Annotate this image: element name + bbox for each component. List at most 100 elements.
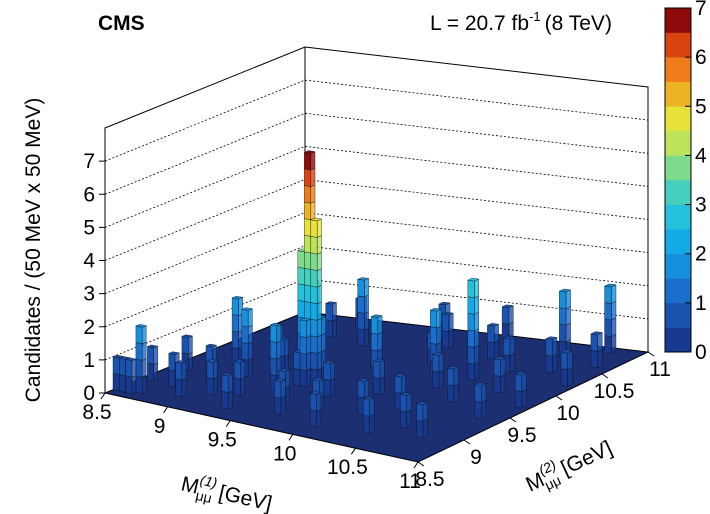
bar: [501, 304, 515, 342]
bar-side: [181, 378, 187, 398]
bar-front: [604, 285, 612, 304]
bar-front: [604, 335, 612, 354]
bar: [135, 324, 147, 394]
x-tick-label: 9: [154, 415, 166, 438]
bar: [181, 334, 194, 372]
bar-front: [604, 302, 612, 321]
bar-front: [310, 236, 318, 255]
bar-side: [280, 395, 286, 416]
colorbar-band: [665, 81, 691, 107]
bar-side: [317, 351, 322, 371]
bar-front: [304, 201, 311, 221]
bar-front: [493, 358, 501, 377]
grid-line: [104, 112, 649, 195]
bar-side: [227, 373, 233, 393]
bar-front: [310, 393, 317, 412]
bar-front: [125, 375, 133, 395]
y-tick: [417, 461, 425, 467]
bar: [486, 323, 500, 360]
bar-front: [274, 380, 282, 399]
colorbar-band: [665, 57, 691, 83]
colorbar-tick-label: 1: [695, 292, 707, 315]
bar-front: [135, 325, 143, 345]
bar-top: [467, 277, 480, 282]
bar: [441, 311, 454, 349]
bar-side: [247, 358, 253, 377]
bar-side: [316, 392, 322, 412]
bar-front: [310, 252, 318, 271]
bar-top: [486, 323, 500, 327]
bar-side: [364, 278, 369, 298]
bar-top: [324, 301, 338, 305]
bar-side: [364, 311, 369, 331]
bar-front: [147, 362, 154, 382]
bar-front: [604, 318, 612, 337]
bar-front: [559, 307, 567, 326]
y-tick-label: 11: [649, 358, 671, 381]
bar-front: [231, 330, 239, 349]
bar-front: [357, 295, 365, 314]
bar-side: [474, 345, 479, 365]
bar: [474, 382, 487, 420]
bar-side: [317, 268, 322, 288]
bar-front: [447, 384, 455, 403]
bar-side: [310, 184, 316, 204]
bar-front: [297, 250, 305, 269]
bar-front: [304, 152, 311, 171]
bar-front: [373, 360, 381, 379]
bar-top: [362, 396, 375, 401]
bar: [323, 360, 336, 398]
bar-top: [206, 359, 219, 363]
bar-side: [285, 369, 290, 389]
bar-side: [552, 353, 558, 374]
bar-front: [432, 370, 440, 389]
x-tick: [100, 392, 106, 400]
bar-front: [357, 379, 365, 399]
bar-side: [317, 251, 322, 271]
bar-front: [304, 168, 311, 187]
bar-front: [441, 330, 450, 349]
bar-side: [567, 367, 573, 387]
bar-front: [274, 396, 282, 415]
bar-front: [241, 325, 249, 344]
z-tick-label: 7: [83, 150, 95, 173]
bar-top: [168, 351, 180, 355]
colorbar-tick-label: 0: [695, 341, 707, 364]
bar-side: [141, 358, 147, 378]
bar-front: [493, 375, 501, 394]
bar-top: [446, 365, 460, 370]
bar-side: [448, 312, 454, 332]
bar-front: [206, 360, 214, 380]
bar-side: [377, 331, 383, 352]
bar-front: [221, 374, 229, 393]
bar-top: [514, 371, 528, 376]
z-tick-label: 2: [83, 316, 95, 339]
bar-top: [312, 377, 325, 382]
bar-front: [357, 312, 365, 331]
bar-front: [323, 378, 331, 398]
bar: [233, 359, 246, 397]
bar-front: [416, 403, 424, 422]
bar-front: [357, 279, 365, 298]
bar-side: [611, 300, 617, 321]
bar: [310, 217, 323, 387]
bar-front: [299, 319, 307, 338]
grid-line: [104, 245, 649, 328]
bar-top: [603, 283, 617, 288]
bar-front: [430, 326, 437, 345]
bar-front: [590, 350, 598, 369]
bar: [221, 372, 234, 410]
bar-front: [221, 391, 229, 410]
bar-front: [234, 377, 241, 397]
bar-side: [247, 325, 253, 344]
bar-front: [181, 336, 189, 355]
bar: [399, 391, 412, 429]
bar: [309, 391, 322, 429]
bar-top: [124, 357, 137, 361]
bar-top: [372, 358, 386, 363]
bar-top: [474, 382, 487, 387]
bar-side: [611, 317, 617, 337]
bar-front: [231, 297, 239, 316]
bar-side: [552, 337, 558, 357]
bar-side: [438, 353, 444, 373]
